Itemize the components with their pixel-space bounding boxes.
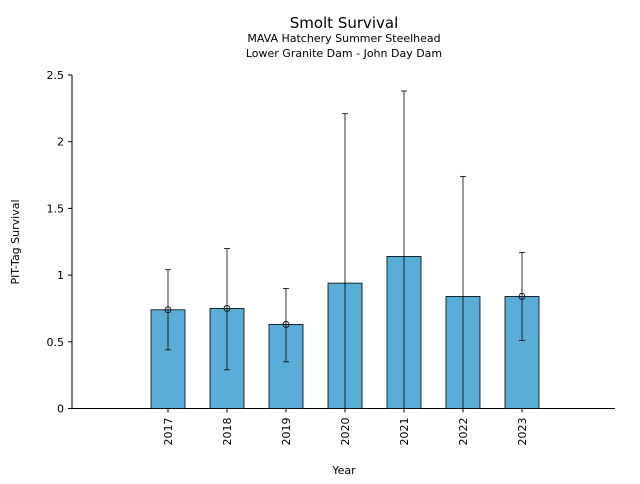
x-tick-label-2018: 2018 bbox=[221, 418, 234, 446]
y-tick-label-2: 1 bbox=[57, 269, 64, 282]
x-tick-label-2019: 2019 bbox=[280, 418, 293, 446]
y-tick-label-5: 2.5 bbox=[47, 69, 65, 82]
x-tick-label-2023: 2023 bbox=[516, 418, 529, 446]
point-marker-2018 bbox=[223, 305, 231, 312]
y-axis-label: PIT-Tag Survival bbox=[9, 199, 22, 284]
x-tick-label-2021: 2021 bbox=[398, 418, 411, 446]
y-tick-label-3: 1.5 bbox=[47, 202, 65, 215]
y-tick-label-1: 0.5 bbox=[47, 336, 65, 349]
point-markers bbox=[164, 293, 526, 328]
chart-title: Smolt Survival bbox=[290, 14, 399, 32]
point-marker-2019 bbox=[282, 321, 290, 328]
chart-subtitle-line-1: MAVA Hatchery Summer Steelhead bbox=[247, 32, 440, 45]
x-tick-label-2017: 2017 bbox=[162, 418, 175, 446]
x-axis: 2017 2018 2019 2020 2021 2022 2023 bbox=[72, 408, 615, 446]
point-marker-2017 bbox=[164, 306, 172, 314]
y-tick-label-0: 0 bbox=[57, 403, 64, 416]
chart-subtitle-line-2: Lower Granite Dam - John Day Dam bbox=[246, 47, 442, 60]
x-axis-label: Year bbox=[331, 464, 356, 477]
x-tick-label-2020: 2020 bbox=[339, 418, 352, 446]
point-marker-2023 bbox=[518, 293, 526, 300]
x-tick-label-2022: 2022 bbox=[457, 418, 470, 446]
y-tick-label-4: 2 bbox=[57, 136, 64, 149]
y-axis: 0 0.5 1 1.5 2 2.5 bbox=[47, 69, 73, 416]
error-bars bbox=[165, 90, 525, 409]
